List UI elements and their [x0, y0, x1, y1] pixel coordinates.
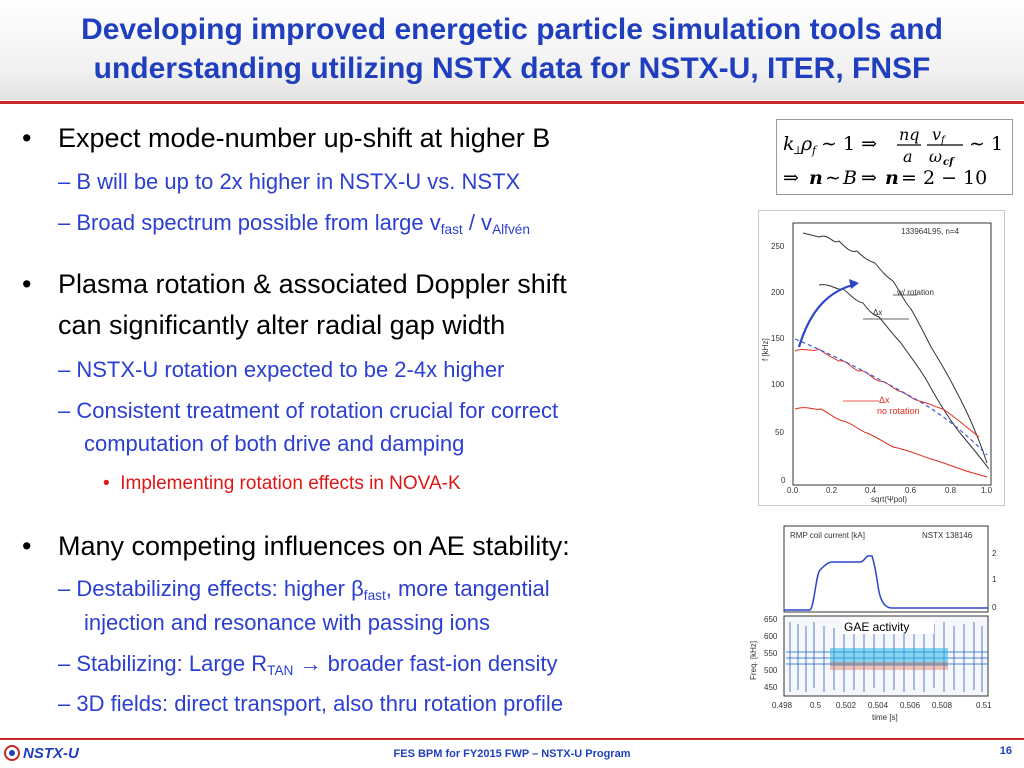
- bullet-2-sub-1: – NSTX-U rotation expected to be 2-4x hi…: [58, 357, 505, 382]
- ytick: 50: [775, 428, 784, 437]
- right-tick: 2: [992, 549, 997, 558]
- arrow-right-icon: →: [299, 651, 322, 676]
- bullet-3-text: Many competing influences on AE stabilit…: [58, 531, 570, 561]
- svg-text:n: n: [809, 167, 823, 189]
- svg-text:f: f: [940, 135, 947, 146]
- rmp-label: RMP coil current [kA]: [790, 531, 865, 540]
- title-band: [0, 0, 1024, 100]
- rmp-gae-plot: RMP coil current [kA] NSTX 138146 2 1 0 …: [744, 522, 1008, 724]
- equation-graphic: k ⊥ ρ f ∼ 1 ⇒ nq a v f ω cf ∼ 1 ⇒ n ∼ B …: [783, 125, 1003, 189]
- bullet-1-sub-2: – Broad spectrum possible from large vfa…: [58, 210, 530, 237]
- bullet-1-text: Expect mode-number up-shift at higher B: [58, 123, 551, 153]
- right-tick: 1: [992, 575, 997, 584]
- bullet-3-sub-1-line-2: injection and resonance with passing ion…: [84, 610, 491, 635]
- xtick: 0.6: [905, 486, 917, 495]
- equation-box: k ⊥ ρ f ∼ 1 ⇒ nq a v f ω cf ∼ 1 ⇒ n ∼ B …: [776, 119, 1013, 195]
- xtick: 0.502: [836, 701, 857, 710]
- svg-text:∼ 1: ∼ 1: [969, 133, 1003, 155]
- bullet-3-sub-3: – 3D fields: direct transport, also thru…: [58, 691, 564, 716]
- rotation-plot-svg: 250 200 150 100 50 0 0.0 0.2 0.4 0.6 0.8…: [761, 222, 993, 504]
- svg-text:f: f: [811, 144, 818, 157]
- xtick: 0.498: [772, 701, 793, 710]
- title-divider: [0, 101, 1024, 104]
- logo-text: NSTX-U: [23, 744, 79, 762]
- ytick: 600: [764, 632, 778, 641]
- bullet-dot: •: [22, 123, 32, 153]
- bullet-dot: •: [22, 269, 32, 299]
- ytick: 100: [771, 380, 785, 389]
- footer-text: FES BPM for FY2015 FWP – NSTX-U Program: [393, 748, 631, 760]
- xtick: 0.2: [826, 486, 838, 495]
- svg-text:nq: nq: [899, 125, 920, 144]
- svg-text:a: a: [903, 147, 913, 166]
- ytick: 0: [781, 476, 786, 485]
- x-axis-label: sqrt(Ψpol): [871, 495, 907, 504]
- rmp-gae-plot-svg: RMP coil current [kA] NSTX 138146 2 1 0 …: [749, 525, 997, 722]
- annotation-with-rotation: w/ rotation: [896, 288, 934, 297]
- nstx-logo-icon: [4, 745, 20, 761]
- annotation-dx-red: Δx: [879, 395, 890, 405]
- xtick: 0.8: [945, 486, 957, 495]
- shot-label-2: NSTX 138146: [922, 531, 973, 540]
- x-axis-label-2: time [s]: [872, 713, 898, 722]
- y-axis-label-2: Freq. [kHz]: [749, 641, 758, 680]
- svg-text:ρ: ρ: [800, 133, 813, 155]
- xtick: 0.508: [932, 701, 953, 710]
- bullet-2-sub-2-line-2: computation of both drive and damping: [84, 431, 465, 456]
- right-tick: 0: [992, 603, 997, 612]
- gae-label: GAE activity: [844, 620, 909, 634]
- footer-logo: NSTX-U: [4, 742, 79, 764]
- ytick: 250: [771, 242, 785, 251]
- xtick: 0.506: [900, 701, 921, 710]
- bullet-2-sub-2: – Consistent treatment of rotation cruci…: [58, 398, 559, 423]
- ytick: 450: [764, 683, 778, 692]
- annotation-no-rotation: no rotation: [877, 406, 920, 416]
- ytick: 550: [764, 649, 778, 658]
- ytick: 650: [764, 615, 778, 624]
- xtick: 0.5: [810, 701, 822, 710]
- annotation-dx: Δx: [873, 308, 882, 317]
- ytick: 200: [771, 288, 785, 297]
- ytick: 150: [771, 334, 785, 343]
- bullet-2-subsub: • Implementing rotation effects in NOVA-…: [103, 473, 461, 494]
- rotation-plot: 250 200 150 100 50 0 0.0 0.2 0.4 0.6 0.8…: [758, 210, 1005, 506]
- bullet-2-line-1: Plasma rotation & associated Doppler shi…: [58, 269, 567, 299]
- svg-text:B: B: [842, 167, 857, 189]
- svg-text:∼: ∼: [825, 167, 841, 189]
- xtick: 0.504: [868, 701, 889, 710]
- svg-text:k: k: [783, 133, 795, 155]
- svg-text:⇒: ⇒: [861, 167, 877, 189]
- bullet-3-sub-2: – Stabilizing: Large RTAN → broader fast…: [58, 651, 558, 678]
- shot-label: 133964L95, n=4: [901, 227, 960, 236]
- ytick: 500: [764, 666, 778, 675]
- xtick: 1.0: [981, 486, 993, 495]
- svg-text:= 2 − 10: = 2 − 10: [901, 167, 987, 189]
- xtick: 0.4: [865, 486, 877, 495]
- svg-text:∼ 1 ⇒: ∼ 1 ⇒: [821, 133, 877, 155]
- svg-text:ω: ω: [929, 147, 942, 166]
- y-axis-label: f [kHz]: [761, 338, 770, 361]
- xtick: 0.0: [787, 486, 799, 495]
- svg-text:n: n: [885, 167, 899, 189]
- slide-title: Developing improved energetic particle s…: [81, 13, 943, 85]
- bullet-3-sub-1: – Destabilizing effects: higher βfast, m…: [58, 576, 550, 603]
- bullet-dot: •: [22, 531, 32, 561]
- svg-text:cf: cf: [943, 157, 955, 168]
- xtick: 0.51: [976, 701, 992, 710]
- bullet-1-sub-1: – B will be up to 2x higher in NSTX-U vs…: [58, 169, 521, 194]
- svg-text:⊥: ⊥: [793, 144, 803, 157]
- svg-text:⇒: ⇒: [783, 167, 799, 189]
- footer-divider: [0, 738, 1024, 740]
- page-number: 16: [999, 745, 1012, 757]
- svg-text:v: v: [932, 125, 941, 144]
- bullet-2-line-2: can significantly alter radial gap width: [58, 310, 506, 340]
